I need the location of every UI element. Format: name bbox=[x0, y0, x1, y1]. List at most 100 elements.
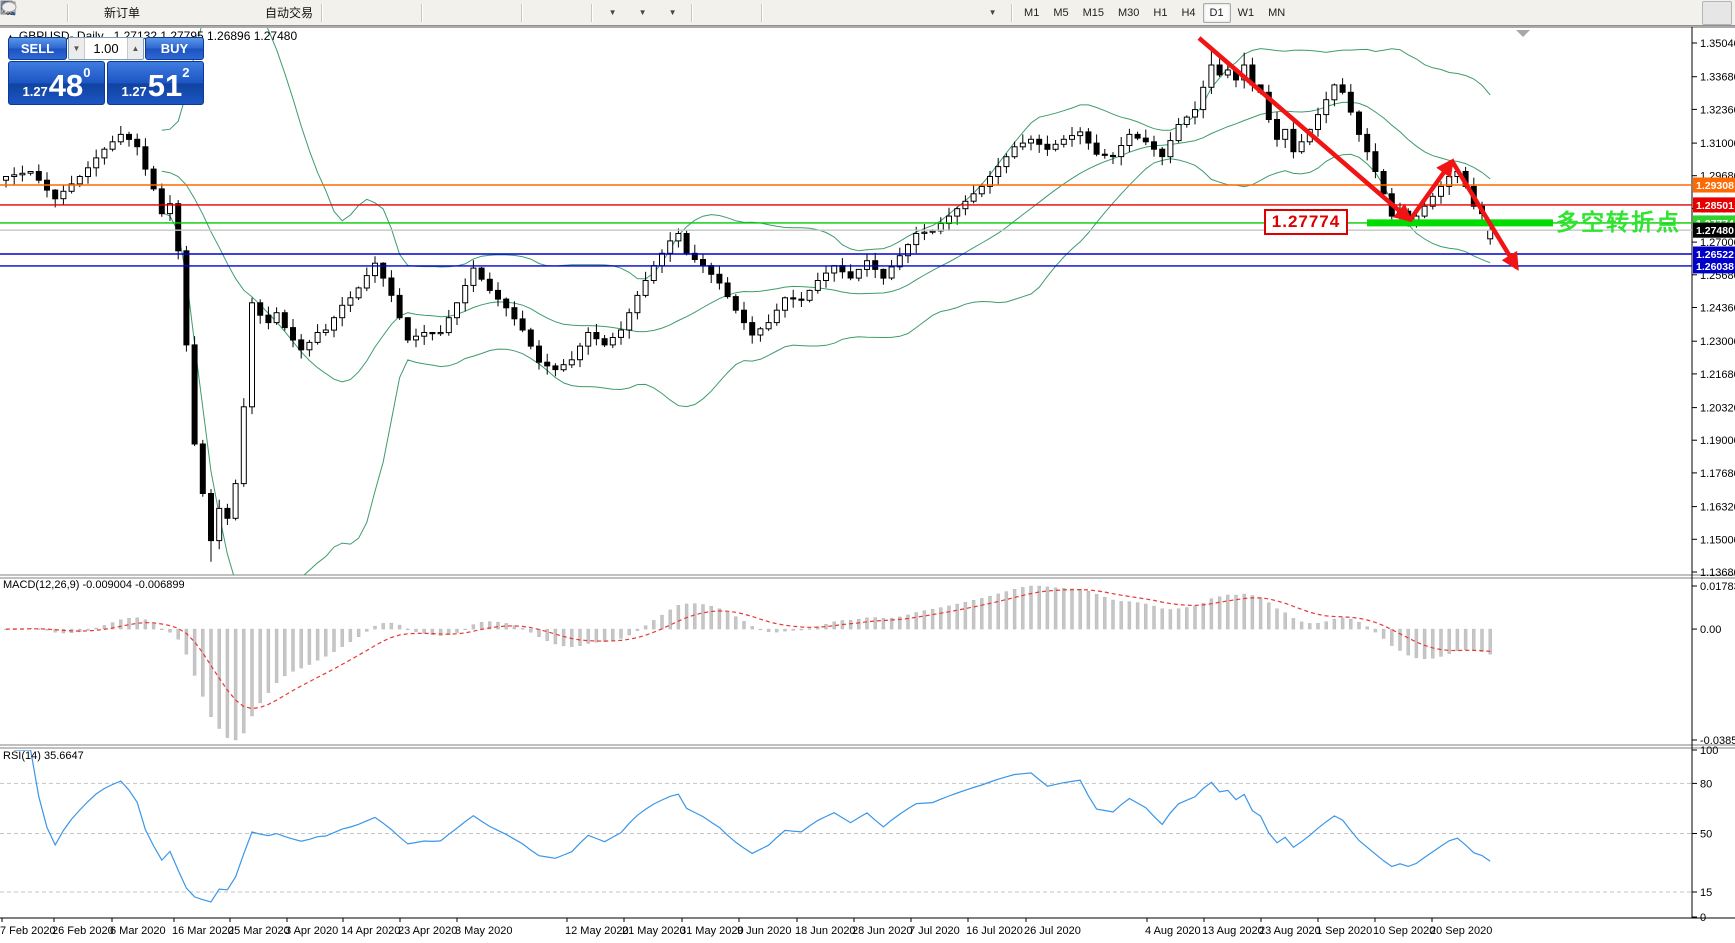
indicators-icon[interactable]: ▼ bbox=[0, 1, 627, 25]
new-order-icon[interactable] bbox=[0, 0, 103, 25]
date-tick: 3 Apr 2020 bbox=[285, 925, 338, 937]
timeframe-h4[interactable]: H4 bbox=[1181, 6, 1196, 19]
price-tick: 1.17680 bbox=[1700, 468, 1735, 480]
svg-text:1.28501: 1.28501 bbox=[1696, 200, 1734, 212]
fibonacci-icon[interactable]: F bbox=[1, 1, 917, 25]
price-tag-1.28501 bbox=[1693, 197, 1735, 213]
current-price-tag bbox=[1693, 222, 1735, 238]
date-tick: 4 Aug 2020 bbox=[1145, 925, 1201, 937]
turning-point-annotation[interactable]: 多空转折点 bbox=[1556, 209, 1681, 235]
sell-button[interactable]: SELL bbox=[8, 37, 67, 60]
macd-tick: 0.017833 bbox=[1700, 581, 1735, 593]
timeframe-m15[interactable]: M15 bbox=[1082, 6, 1104, 19]
timeframe-group: M1 M5 M15 M30 H1 H4 D1 W1 MN bbox=[1017, 2, 1292, 23]
date-tick: 10 Sep 2020 bbox=[1373, 925, 1435, 937]
rsi-label: RSI(14) 35.6647 bbox=[3, 750, 84, 762]
date-tick: 13 Aug 2020 bbox=[1202, 925, 1264, 937]
price-tick: 1.15000 bbox=[1700, 534, 1735, 546]
period-clock-icon[interactable]: ▼ bbox=[1, 1, 657, 25]
dropdown-caret: ▼ bbox=[988, 8, 997, 17]
price-tick: 1.27000 bbox=[1700, 237, 1735, 249]
bar-chart-icon[interactable] bbox=[1, 1, 357, 25]
svg-text:1.26038: 1.26038 bbox=[1696, 261, 1734, 273]
trendline-icon[interactable] bbox=[1, 1, 857, 25]
zoom-out-icon[interactable] bbox=[1, 1, 487, 25]
date-tick: 9 Jun 2020 bbox=[737, 925, 791, 937]
candles-layer bbox=[3, 46, 1494, 562]
trend-arrow-3 bbox=[1450, 159, 1519, 271]
timeframe-d1[interactable]: D1 bbox=[1202, 2, 1231, 23]
toolbar-separator bbox=[1011, 3, 1014, 22]
trend-arrow-1 bbox=[1197, 36, 1413, 223]
autotrading-icon[interactable] bbox=[0, 1, 264, 25]
new-order-label[interactable]: 新订单 bbox=[104, 6, 141, 20]
horizontal-line-icon[interactable] bbox=[1, 1, 827, 25]
timeframe-mn[interactable]: MN bbox=[1268, 6, 1286, 19]
svg-text:1.26522: 1.26522 bbox=[1696, 249, 1734, 261]
search-icon[interactable] bbox=[1, 1, 1702, 25]
price-tick: 1.33680 bbox=[1700, 72, 1735, 84]
arrows-icon[interactable]: ▼ bbox=[2, 1, 1007, 25]
toolbar-separator bbox=[691, 3, 694, 22]
price-tick: 1.31000 bbox=[1700, 138, 1735, 150]
toolbar-separator bbox=[67, 3, 69, 22]
toolbar-separator bbox=[761, 3, 764, 22]
timeframe-m5[interactable]: M5 bbox=[1053, 6, 1069, 19]
signals-icon[interactable] bbox=[1, 1, 234, 25]
rsi-tick: 50 bbox=[1700, 829, 1712, 841]
volume-decrease-button[interactable]: ▼ bbox=[69, 38, 85, 59]
buy-button[interactable]: BUY bbox=[145, 37, 204, 60]
date-tick: 3 May 2020 bbox=[455, 925, 512, 937]
ask-price-small: 1.27 bbox=[121, 84, 147, 99]
text-label-icon[interactable]: T bbox=[1, 1, 977, 25]
bid-price-tile[interactable]: 1.27 48 0 bbox=[8, 61, 105, 105]
text-icon[interactable]: A bbox=[4, 1, 947, 25]
channel-icon[interactable]: E bbox=[0, 1, 887, 25]
chat-icon[interactable] bbox=[1, 0, 1732, 25]
rsi-tick: 0 bbox=[1700, 912, 1706, 924]
auto-scroll-icon[interactable] bbox=[1, 1, 557, 25]
tile-windows-icon[interactable] bbox=[0, 1, 517, 25]
date-tick: 12 May 2020 bbox=[565, 925, 629, 937]
toolbar-separator bbox=[521, 3, 524, 22]
timeframe-m1[interactable]: M1 bbox=[1024, 6, 1040, 19]
dropdown-caret: ▼ bbox=[638, 8, 647, 17]
price-callout-label[interactable]: 1.27774 bbox=[1264, 209, 1348, 235]
rsi-tick: 80 bbox=[1700, 778, 1712, 790]
timeframe-h1[interactable]: H1 bbox=[1153, 6, 1168, 19]
date-tick: 26 Feb 2020 bbox=[52, 925, 114, 937]
volume-increase-button[interactable]: ▲ bbox=[127, 38, 143, 59]
profiles-icon[interactable] bbox=[1, 0, 63, 25]
toolbar-separator bbox=[591, 3, 594, 22]
autotrading-label[interactable]: 自动交易 bbox=[265, 6, 314, 20]
templates-icon[interactable]: ▼ bbox=[0, 1, 687, 25]
dropdown-caret: ▼ bbox=[608, 8, 617, 17]
history-icon[interactable] bbox=[0, 1, 174, 25]
price-tick: 1.16320 bbox=[1700, 502, 1735, 514]
price-tick: 1.32360 bbox=[1700, 104, 1735, 116]
ask-price-tile[interactable]: 1.27 51 2 bbox=[107, 61, 204, 105]
vertical-line-icon[interactable] bbox=[7, 1, 797, 25]
timeframe-w1[interactable]: W1 bbox=[1237, 6, 1255, 19]
timeframe-m30[interactable]: M30 bbox=[1118, 6, 1140, 19]
line-chart-icon[interactable] bbox=[1, 1, 417, 25]
crosshair-icon[interactable] bbox=[1, 1, 757, 25]
cursor-icon[interactable] bbox=[4, 1, 727, 25]
macd-signal-line bbox=[5, 588, 1491, 710]
chart-shift-icon[interactable] bbox=[1, 1, 587, 25]
market-icon[interactable] bbox=[1, 1, 204, 25]
date-tick: 16 Jul 2020 bbox=[966, 925, 1023, 937]
volume-input[interactable]: 1.00 bbox=[93, 41, 119, 56]
date-tick: 7 Jul 2020 bbox=[909, 925, 960, 937]
toolbar-separator bbox=[321, 3, 324, 22]
date-tick: 23 Aug 2020 bbox=[1259, 925, 1321, 937]
dropdown-caret: ▼ bbox=[668, 8, 677, 17]
zoom-in-icon[interactable] bbox=[1, 1, 457, 25]
one-click-trading-panel: SELL ▼ 1.00 ▲ BUY 1.27 48 0 1.27 51 2 bbox=[8, 37, 204, 105]
bid-price-big: 48 bbox=[48, 68, 84, 103]
toolbar: 新订单 自动交易 bbox=[0, 0, 1735, 26]
candlestick-chart-icon[interactable] bbox=[1, 1, 387, 25]
